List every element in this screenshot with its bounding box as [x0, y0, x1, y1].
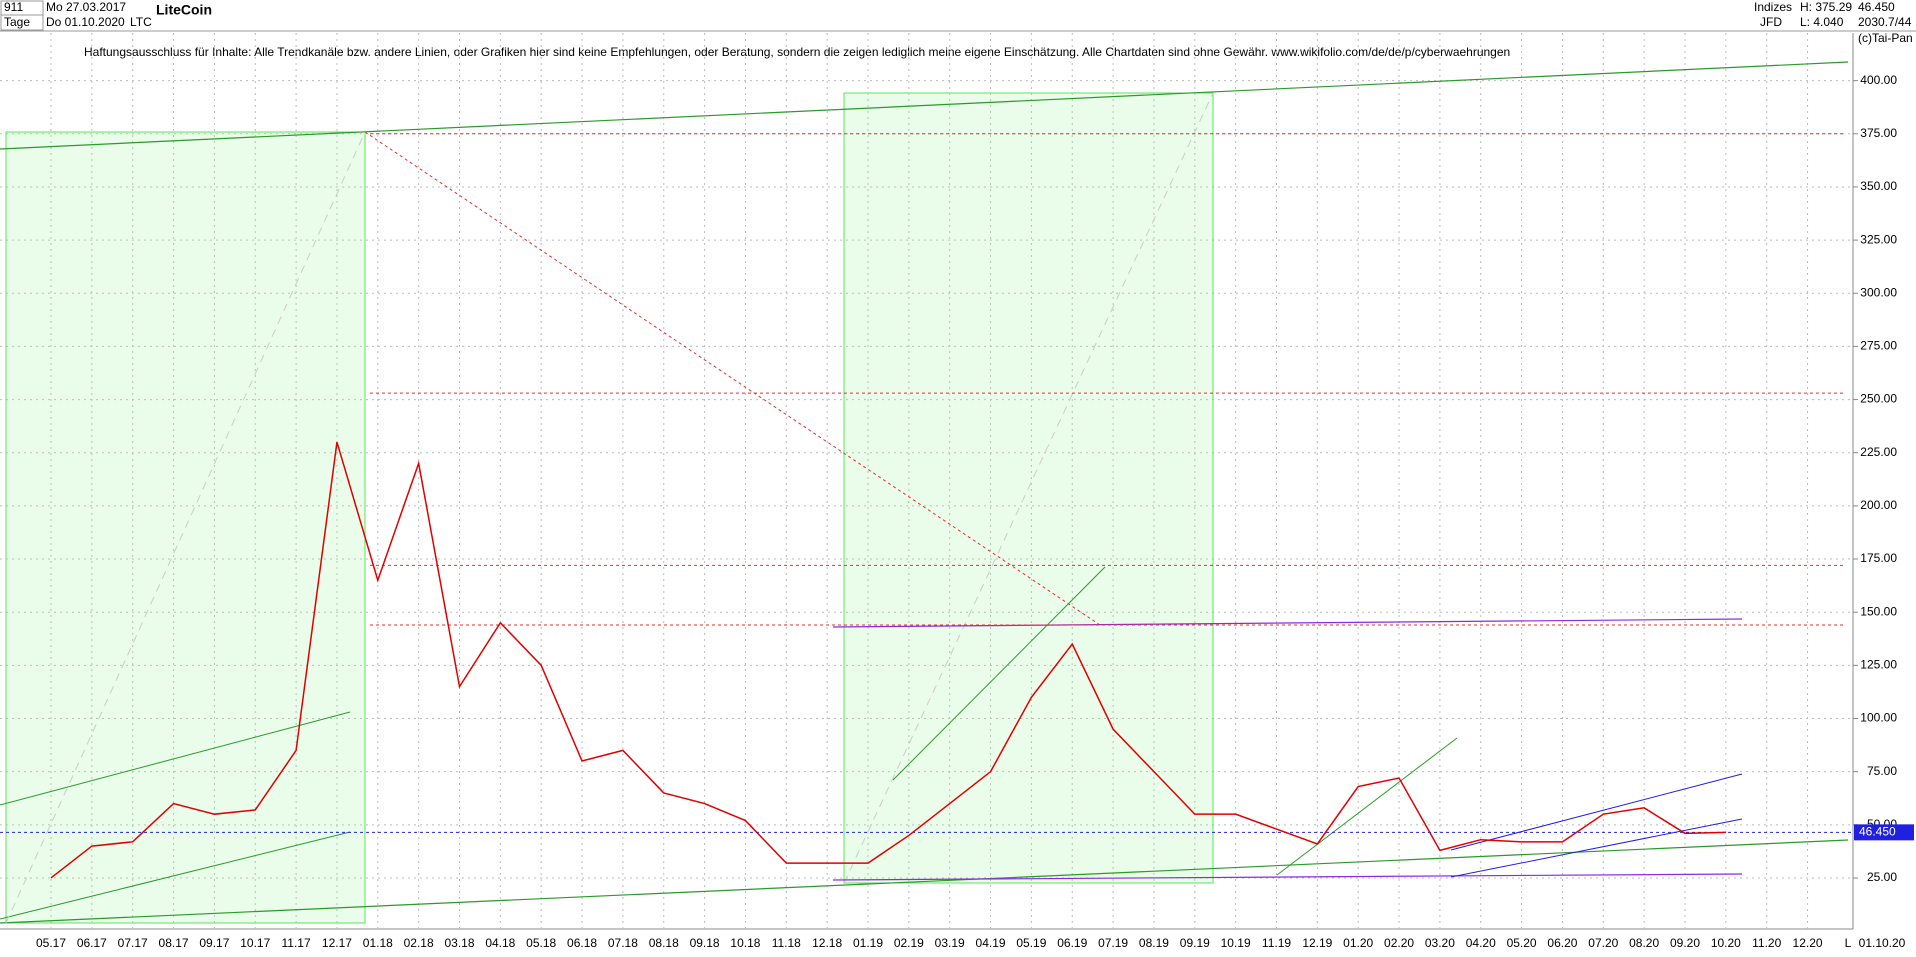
x-tick-label: 09.17	[199, 936, 229, 950]
source: JFD	[1760, 15, 1782, 29]
x-tick-label: 08.17	[159, 936, 189, 950]
y-tick-label: 25.00	[1867, 870, 1897, 884]
y-tick-label: 250.00	[1860, 392, 1897, 406]
y-tick-label: 75.00	[1867, 764, 1897, 778]
low: L: 4.040	[1800, 15, 1844, 29]
x-tick-label: 09.19	[1180, 936, 1210, 950]
x-tick-label: 04.19	[976, 936, 1006, 950]
trend-line	[832, 873, 1743, 881]
last-price: 46.450	[1858, 0, 1895, 14]
x-tick-label: 12.19	[1302, 936, 1332, 950]
x-tick-label: 10.19	[1221, 936, 1251, 950]
x-tick-label: 02.19	[894, 936, 924, 950]
x-tick-label: 03.20	[1425, 936, 1455, 950]
x-tick-label: 02.18	[404, 936, 434, 950]
trend-line	[843, 92, 1214, 884]
header-box	[0, 14, 44, 31]
x-tick-label: 08.19	[1139, 936, 1169, 950]
x-tick-label: 07.20	[1588, 936, 1618, 950]
x-tick-label: 11.19	[1262, 936, 1291, 950]
last-value-label: 46.450	[1859, 825, 1896, 839]
x-tick-label: 06.17	[77, 936, 107, 950]
x-tick-label: 09.20	[1670, 936, 1700, 950]
trend-line	[0, 839, 1849, 924]
x-tick-label: 01.20	[1343, 936, 1373, 950]
x-tick-label: 11.18	[772, 936, 801, 950]
x-tick-label: 04.20	[1466, 936, 1496, 950]
x-tick-label: 11.17	[282, 936, 311, 950]
trend-line	[832, 618, 1743, 628]
x-tick-label: 06.19	[1057, 936, 1087, 950]
x-tick-label: 08.18	[649, 936, 679, 950]
y-tick-label: 225.00	[1860, 445, 1897, 459]
y-tick-label: 200.00	[1860, 498, 1897, 512]
x-tick-label: 05.18	[526, 936, 556, 950]
y-tick-label: 175.00	[1860, 551, 1897, 565]
x-tick-label: 12.18	[812, 936, 842, 950]
trend-line	[0, 711, 351, 806]
x-tick-label: 12.20	[1793, 936, 1823, 950]
x-tick-label: 07.19	[1098, 936, 1128, 950]
end-date: Do 01.10.2020	[46, 15, 125, 29]
y-tick-label: 300.00	[1860, 285, 1897, 299]
y-tick-label: 100.00	[1860, 711, 1897, 725]
x-tick-label: 03.19	[935, 936, 965, 950]
x-tick-label: 06.18	[567, 936, 597, 950]
x-tick-label: 01.19	[853, 936, 883, 950]
x-tick-label: 06.20	[1547, 936, 1577, 950]
y-tick-label: 350.00	[1860, 179, 1897, 193]
y-tick-label: 125.00	[1860, 658, 1897, 672]
x-tick-label: 02.20	[1384, 936, 1414, 950]
x-tick-label: 03.18	[444, 936, 474, 950]
last-value-badge	[1854, 824, 1914, 841]
copyright: (c)Tai-Pan	[1858, 31, 1913, 45]
ticker: LTC	[130, 15, 152, 29]
x-tick-label: 01.18	[363, 936, 393, 950]
y-tick-label: 150.00	[1860, 604, 1897, 618]
x-tick-label: 05.20	[1507, 936, 1537, 950]
x-tick-label: 08.20	[1629, 936, 1659, 950]
trend-line	[5, 131, 366, 924]
trend-line	[1276, 737, 1458, 876]
x-tick-label: 10.20	[1711, 936, 1741, 950]
x-tick-label: 07.18	[608, 936, 638, 950]
start-date: Mo 27.03.2017	[46, 0, 126, 14]
trend-line	[1450, 773, 1743, 851]
axis-end-date: 01.10.20	[1859, 936, 1906, 950]
x-tick-label: 07.17	[118, 936, 148, 950]
price-line	[50, 441, 1726, 879]
count: 2030.7/44	[1858, 15, 1912, 29]
trend-line	[892, 566, 1106, 781]
y-tick-label: 275.00	[1860, 339, 1897, 353]
instrument-name: LiteCoin	[156, 2, 212, 18]
x-tick-label: 04.18	[485, 936, 515, 950]
x-tick-label: 10.17	[240, 936, 270, 950]
group: Indizes	[1754, 0, 1792, 14]
x-tick-label: 11.20	[1752, 936, 1781, 950]
x-tick-label: 05.19	[1016, 936, 1046, 950]
period: Tage	[4, 15, 30, 29]
x-tick-label: 05.17	[36, 936, 66, 950]
axis-corner: L	[1845, 936, 1852, 950]
disclaimer: Haftungsausschluss für Inhalte: Alle Tre…	[84, 45, 1510, 59]
y-tick-label: 400.00	[1860, 73, 1897, 87]
trend-line	[0, 61, 1849, 150]
y-tick-label: 325.00	[1860, 232, 1897, 246]
x-tick-label: 10.18	[730, 936, 760, 950]
y-tick-label: 375.00	[1860, 126, 1897, 140]
x-tick-label: 09.18	[690, 936, 720, 950]
high: H: 375.29	[1800, 0, 1852, 14]
symbol-id: 911	[4, 0, 23, 14]
trend-line	[0, 831, 351, 920]
x-tick-label: 12.17	[322, 936, 352, 950]
trend-line	[1450, 818, 1743, 878]
